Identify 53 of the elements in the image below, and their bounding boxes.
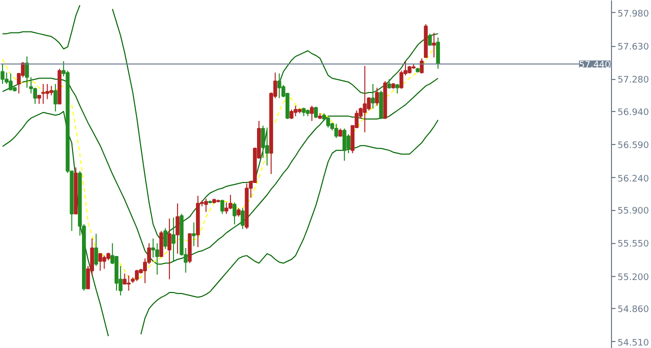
candlestick — [428, 33, 432, 46]
candlestick — [176, 202, 180, 254]
ref-line-label: 57.440 — [579, 60, 611, 71]
candlestick — [172, 217, 176, 262]
candlestick — [204, 198, 208, 212]
candlestick — [49, 85, 54, 96]
y-tick-label: 57.280 — [618, 76, 650, 86]
candlestick — [163, 228, 168, 250]
candlestick — [220, 199, 224, 214]
candlestick — [94, 233, 98, 267]
candlestick — [228, 194, 232, 210]
candlestick — [294, 105, 298, 117]
y-tick-label: 57.980 — [618, 9, 650, 20]
candlestick — [8, 73, 13, 92]
y-tick-label: 56.940 — [618, 108, 650, 118]
y-tick-label: 57.630 — [618, 42, 650, 53]
y-tick-label: 55.200 — [618, 272, 650, 283]
candlestick — [240, 208, 245, 230]
candlestick — [362, 65, 367, 133]
candlestick — [126, 274, 131, 292]
candlestick — [310, 105, 314, 122]
candlestick — [159, 230, 164, 258]
candlestick — [102, 255, 106, 270]
candlestick — [25, 56, 29, 88]
candlestick — [45, 83, 50, 100]
candlestick — [54, 83, 58, 112]
candlestick — [232, 202, 236, 225]
candlestick — [334, 123, 338, 138]
candlestick — [346, 134, 350, 154]
candlestick — [167, 218, 172, 280]
candlestick — [432, 32, 436, 58]
y-tick-label: 55.550 — [618, 240, 650, 250]
candlestick — [290, 109, 294, 120]
candlestick — [192, 222, 196, 247]
candlestick — [342, 128, 346, 162]
y-tick-label: 56.590 — [618, 141, 650, 152]
candlestick — [265, 127, 270, 166]
candlestick — [0, 64, 4, 84]
candlestick — [370, 83, 375, 110]
candlestick — [314, 106, 318, 119]
candlestick — [155, 242, 160, 276]
candlestick — [326, 116, 330, 128]
candlestick — [375, 87, 379, 106]
candlestick — [98, 253, 102, 272]
y-tick-label: 55.900 — [618, 206, 650, 217]
candlestick — [277, 73, 282, 99]
y-tick-label: 56.240 — [618, 174, 650, 184]
candlestick — [41, 83, 46, 104]
candlestick — [387, 78, 392, 90]
candlestick — [436, 36, 440, 70]
y-tick-label: 54.510 — [618, 338, 650, 348]
candlestick — [395, 83, 400, 94]
y-tick-label: 54.860 — [618, 305, 650, 316]
